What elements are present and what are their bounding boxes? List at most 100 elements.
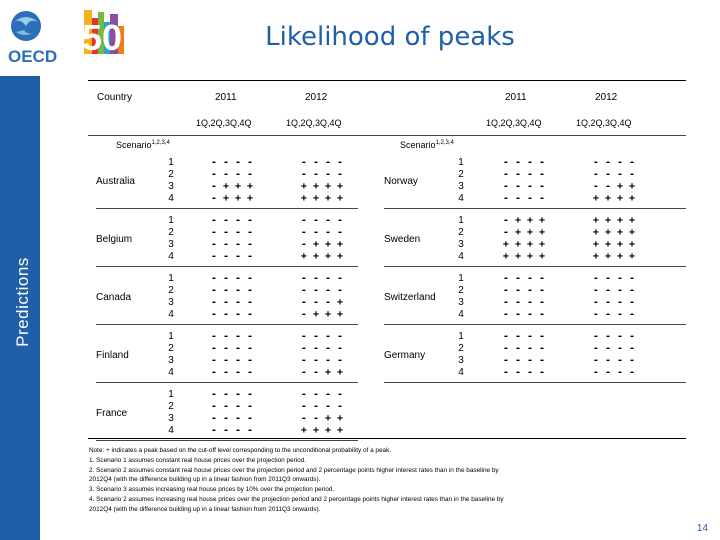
footnotes: Note: + indicates a peak based on the cu… [89,446,689,515]
scenario-number: 4 [168,251,174,262]
scenario-number: 4 [458,309,464,320]
table-header-rule [88,135,686,136]
peak-signal: - - - - [210,389,254,400]
country-name: Germany [384,350,426,361]
peak-signal: - - - - [300,157,344,168]
signal-cell-y2011: - - - -- - - -- - - -- - - - [492,331,556,379]
peak-signal: + + + + [592,215,636,226]
signal-cell-y2011: - + + + - + + + + + + + + + + + [492,215,556,263]
peak-signal: + + + + [300,425,344,436]
signal-cell-y2011: - - - -- - - -- + + + - + + + [200,157,264,205]
signal-cell-y2012: - - - -- - - -- - - -- - + + [290,331,354,379]
peak-signal: - - - - [502,169,546,180]
peak-signal: - + + + [502,215,546,226]
signal-cell-y2011: - - - -- - - -- - - -- - - - [200,273,264,321]
peak-signal: - - - - [502,285,546,296]
peak-signal: - - - - [210,331,254,342]
peak-signal: + + + + [300,193,344,204]
peak-signal: + + + + [592,239,636,250]
peak-signal: - - - - [210,169,254,180]
page-number: 14 [696,523,708,534]
peak-signal: - - - - [300,273,344,284]
signal-cell-y2012: + + + + + + + + + + + + + + + + [582,215,646,263]
peak-signal: - - - - [502,331,546,342]
row-divider [384,266,686,267]
country-name: Australia [96,176,135,187]
signal-cell-y2011: - - - -- - - -- - - -- - - - [200,331,264,379]
peak-signal: - - - - [210,273,254,284]
row-divider [384,382,686,383]
scenario-number: 4 [458,193,464,204]
row-divider [384,208,686,209]
signal-cell-y2011: - - - -- - - -- - - -- - - - [200,389,264,437]
table-bottom-rule [88,438,686,439]
scenario-number: 3 [458,181,464,192]
oecd-logo: 50 OECD [6,6,130,66]
country-name: France [96,408,128,419]
footnote-line: 4. Scenario 2 assumes increasing real ho… [89,495,504,503]
peak-signal: - - - - [592,273,636,284]
scenario-number: 3 [458,297,464,308]
peak-signal: - + + + [210,193,254,204]
quarters-right-2012: 1Q,2Q,3Q,4Q [576,118,632,128]
peak-signal: - - - - [300,343,344,354]
peak-signal: - - - - [210,309,254,320]
signal-cell-y2012: - - - -- - - - + + + + + + + + [290,157,354,205]
column-header-country: Country [97,92,133,103]
peak-signal: - - - - [502,157,546,168]
peak-signal: - - - - [502,273,546,284]
signal-cell-y2011: - - - -- - - -- - - -- - - - [200,215,264,263]
scenario-number: 4 [168,309,174,320]
signal-cell-y2012: - - - -- - - -- - + + + + + + [290,389,354,437]
footnote-line: Note: + indicates a peak based on the cu… [89,447,392,454]
peak-signal: - - - - [210,355,254,366]
scenario-number: 2 [168,169,174,180]
peak-signal: - - - - [502,181,546,192]
scenario-number: 2 [458,285,464,296]
scenario-number: 1 [458,273,464,284]
footnote-line: 2012Q4 (with the difference building up … [89,505,321,513]
peak-signal: - - - - [592,309,636,320]
scenario-label-left: Scenario1,2,3,4 [116,140,170,150]
peak-signal: - - - - [300,401,344,412]
scenario-number: 4 [168,193,174,204]
column-header-left-2012: 2012 [305,92,328,103]
row-divider [96,266,358,267]
scenario-number: 3 [168,239,174,250]
peak-signal: - - + + [300,413,344,424]
page-title: Likelihood of peaks [265,22,515,52]
peak-signal: - - - - [592,367,636,378]
peak-signal: - - - - [592,331,636,342]
scenario-number: 1 [168,389,174,400]
peak-signal: - - - - [300,355,344,366]
scenario-number: 1 [168,215,174,226]
scenario-number: 1 [458,157,464,168]
quarters-left-2012: 1Q,2Q,3Q,4Q [286,118,342,128]
logo-anniversary: 50 [82,17,122,58]
peak-signal: - - - - [502,367,546,378]
row-divider [96,440,358,441]
peak-signal: - - - - [502,355,546,366]
logo-text: OECD [8,47,57,66]
scenario-number: 1 [458,331,464,342]
peak-signal: - - - - [210,367,254,378]
peak-signal: - - - - [592,285,636,296]
country-name: Finland [96,350,129,361]
row-divider [384,324,686,325]
peak-signal: - - - - [210,157,254,168]
row-divider [96,208,358,209]
peak-signal: - - - - [210,215,254,226]
country-name: Switzerland [384,292,436,303]
scenario-number: 4 [168,425,174,436]
peak-signal: - - - - [300,215,344,226]
peak-signal: - - - - [210,343,254,354]
footnote-line: 3. Scenario 3 assumes increasing real ho… [89,486,335,494]
scenario-number: 3 [168,355,174,366]
scenario-number: 1 [458,215,464,226]
peak-signal: + + + + [300,251,344,262]
